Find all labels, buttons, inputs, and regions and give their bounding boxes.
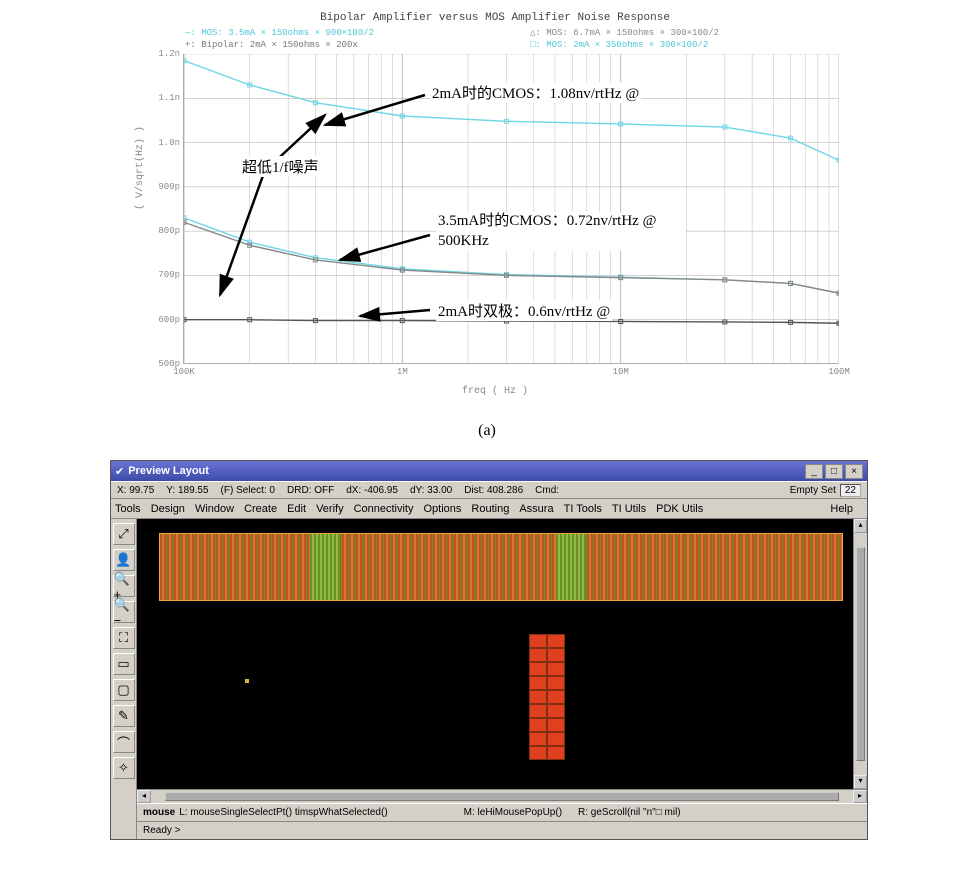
annotation-cmos-35ma: 3.5mA时的CMOS：0.72nv/rtHz @ 500KHz bbox=[436, 212, 686, 251]
annotation-cmos-2ma: 2mA时的CMOS：1.08nv/rtHz @ bbox=[430, 82, 641, 103]
status-dy: dY: 33.00 bbox=[410, 485, 452, 496]
tool-button-1[interactable]: 👤 bbox=[113, 549, 135, 571]
menu-options[interactable]: Options bbox=[424, 503, 462, 515]
x-axis-label: freq ( Hz ) bbox=[462, 386, 528, 397]
mouse-left: L: mouseSingleSelectPt() timspWhatSelect… bbox=[179, 807, 387, 818]
layout-device-array bbox=[159, 533, 843, 601]
tool-button-9[interactable]: ✧ bbox=[113, 757, 135, 779]
tool-button-2[interactable]: 🔍+ bbox=[113, 575, 135, 597]
menu-routing[interactable]: Routing bbox=[471, 503, 509, 515]
y-axis-label: ( V/sqrt(Hz) ) bbox=[135, 126, 146, 210]
tool-button-4[interactable]: ⛶ bbox=[113, 627, 135, 649]
menu-ti-utils[interactable]: TI Utils bbox=[612, 503, 646, 515]
toolbar: ⤢ 👤 🔍+ 🔍− ⛶ ▭ ▢ ✎ ⌒ ✧ bbox=[111, 519, 137, 839]
y-tick: 700p bbox=[158, 270, 180, 280]
menu-tools[interactable]: Tools bbox=[115, 503, 141, 515]
status-dist: Dist: 408.286 bbox=[464, 485, 523, 496]
y-tick: 1.0n bbox=[158, 138, 180, 148]
legend-item-3: △: MOS: 6.7mA × 150ohms × 300×100/2 bbox=[530, 28, 719, 38]
legend-item-4: □: MOS: 2mA × 350ohms × 300×100/2 bbox=[530, 40, 708, 50]
status-x: X: 99.75 bbox=[117, 485, 154, 496]
menu-ti-tools[interactable]: TI Tools bbox=[564, 503, 602, 515]
horizontal-scrollbar[interactable]: ◂ ▸ bbox=[137, 789, 867, 803]
status-drd: DRD: OFF bbox=[287, 485, 334, 496]
maximize-button[interactable]: □ bbox=[825, 464, 843, 479]
layout-small-array bbox=[529, 634, 569, 760]
menu-help[interactable]: Help bbox=[830, 503, 853, 515]
vertical-scrollbar[interactable]: ▴ ▾ bbox=[853, 519, 867, 789]
status-y: Y: 189.55 bbox=[166, 485, 208, 496]
x-tick: 10M bbox=[613, 367, 629, 377]
mouse-bindings-bar: mouse L: mouseSingleSelectPt() timspWhat… bbox=[137, 803, 867, 821]
close-button[interactable]: × bbox=[845, 464, 863, 479]
ready-prompt: Ready > bbox=[143, 825, 181, 836]
status-empty-set: Empty Set bbox=[790, 485, 836, 496]
status-count: 22 bbox=[840, 484, 861, 497]
y-tick: 800p bbox=[158, 226, 180, 236]
tool-button-8[interactable]: ⌒ bbox=[113, 731, 135, 753]
tool-button-3[interactable]: 🔍− bbox=[113, 601, 135, 623]
legend-item-1: —: MOS: 3.5mA × 150ohms × 900×100/2 bbox=[185, 28, 374, 38]
menu-edit[interactable]: Edit bbox=[287, 503, 306, 515]
hscroll-thumb[interactable] bbox=[165, 792, 839, 801]
scroll-down-button[interactable]: ▾ bbox=[854, 775, 867, 789]
vscroll-thumb[interactable] bbox=[856, 547, 865, 761]
mouse-label: mouse bbox=[143, 807, 175, 818]
mouse-right: R: geScroll(nil "n"□ mil) bbox=[578, 807, 681, 818]
mouse-middle: M: leHiMousePopUp() bbox=[464, 807, 562, 818]
annotation-bipolar: 2mA时双极：0.6nv/rtHz @ bbox=[436, 300, 612, 321]
legend-item-2: +: Bipolar: 2mA × 150ohms × 200x bbox=[185, 40, 358, 50]
x-tick: 1M bbox=[397, 367, 408, 377]
figure-a-caption: (a) bbox=[478, 422, 496, 440]
tool-button-5[interactable]: ▭ bbox=[113, 653, 135, 675]
menu-assura[interactable]: Assura bbox=[519, 503, 553, 515]
scroll-left-button[interactable]: ◂ bbox=[137, 790, 151, 803]
menu-verify[interactable]: Verify bbox=[316, 503, 344, 515]
layout-canvas[interactable] bbox=[137, 519, 853, 789]
layout-window: ✔ Preview Layout _ □ × X: 99.75 Y: 189.5… bbox=[110, 460, 868, 840]
y-tick: 900p bbox=[158, 182, 180, 192]
status-dx: dX: -406.95 bbox=[346, 485, 398, 496]
tool-button-7[interactable]: ✎ bbox=[113, 705, 135, 727]
menu-window[interactable]: Window bbox=[195, 503, 234, 515]
status-cmd: Cmd: bbox=[535, 485, 559, 496]
scroll-right-button[interactable]: ▸ bbox=[853, 790, 867, 803]
annotation-low-1f: 超低1/f噪声 bbox=[240, 156, 321, 177]
chart-title: Bipolar Amplifier versus MOS Amplifier N… bbox=[320, 12, 670, 24]
tool-button-0[interactable]: ⤢ bbox=[113, 523, 135, 545]
y-tick: 1.2n bbox=[158, 49, 180, 59]
layout-marker bbox=[245, 679, 249, 683]
menu-pdk-utils[interactable]: PDK Utils bbox=[656, 503, 703, 515]
window-title: Preview Layout bbox=[128, 465, 803, 477]
menu-create[interactable]: Create bbox=[244, 503, 277, 515]
menu-design[interactable]: Design bbox=[151, 503, 185, 515]
minimize-button[interactable]: _ bbox=[805, 464, 823, 479]
coord-status-bar: X: 99.75 Y: 189.55 (F) Select: 0 DRD: OF… bbox=[111, 481, 867, 499]
x-tick: 100K bbox=[173, 367, 195, 377]
y-tick: 1.1n bbox=[158, 93, 180, 103]
y-tick: 600p bbox=[158, 315, 180, 325]
status-select: (F) Select: 0 bbox=[221, 485, 275, 496]
app-icon: ✔ bbox=[115, 465, 124, 478]
title-bar[interactable]: ✔ Preview Layout _ □ × bbox=[111, 461, 867, 481]
ready-bar: Ready > bbox=[137, 821, 867, 839]
scroll-up-button[interactable]: ▴ bbox=[854, 519, 867, 533]
menu-bar: Tools Design Window Create Edit Verify Connect… bbox=[111, 499, 867, 519]
figure-a: Bipolar Amplifier versus MOS Amplifier N… bbox=[130, 10, 860, 405]
x-tick: 100M bbox=[828, 367, 850, 377]
tool-button-6[interactable]: ▢ bbox=[113, 679, 135, 701]
menu-connectivity[interactable]: Connectivity bbox=[354, 503, 414, 515]
